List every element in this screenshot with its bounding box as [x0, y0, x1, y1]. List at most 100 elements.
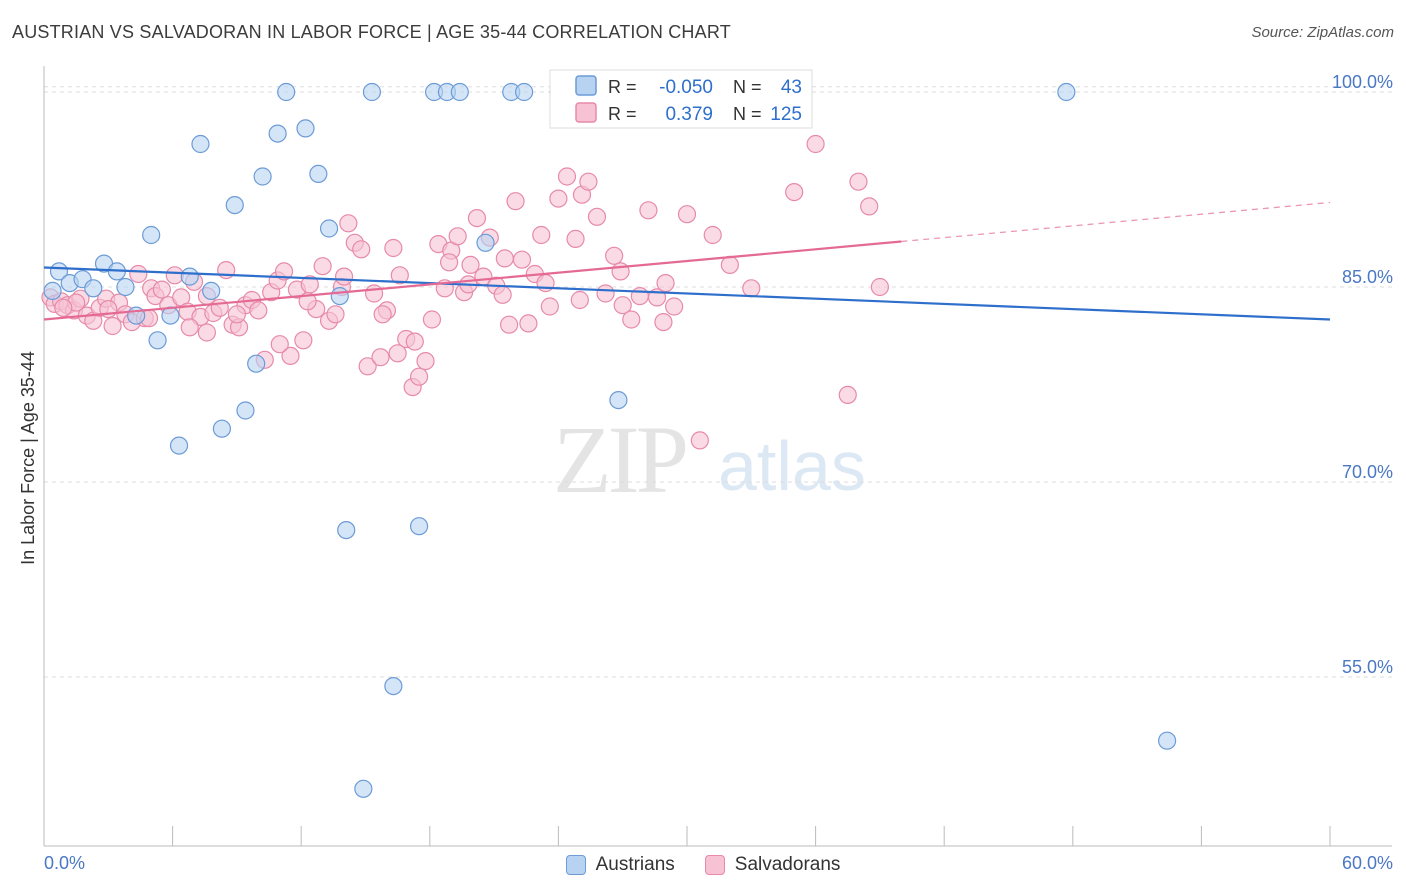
salvadoran-point: [180, 318, 199, 337]
gridlines: [44, 86, 1392, 678]
salvadoran-trend-extension: [901, 201, 1331, 243]
salvadoran-point: [54, 298, 73, 317]
stats-r-value-salvadorans: 0.379: [665, 104, 713, 125]
chart-title: AUSTRIAN VS SALVADORAN IN LABOR FORCE | …: [12, 22, 731, 42]
salvadoran-point: [448, 227, 467, 246]
salvadoran-point: [390, 266, 409, 285]
salvadoran-point: [570, 290, 589, 310]
austrian-point: [409, 517, 429, 536]
austrian-point: [202, 281, 221, 300]
austrian-point: [116, 277, 135, 297]
salvadoran-point: [493, 285, 512, 304]
salvadoran-point: [352, 240, 371, 259]
salvadoran-point: [720, 255, 739, 274]
y-tick-label: 55.0%: [1342, 657, 1393, 677]
austrian-point: [309, 164, 328, 183]
salvadoran-point: [587, 207, 607, 226]
salvadoran-point: [605, 246, 624, 265]
stats-r-label-austrians: R =: [608, 77, 637, 97]
austrian-point: [476, 233, 495, 252]
salvadoran-point: [461, 255, 480, 274]
salvadoran-point: [416, 352, 435, 371]
salvadoran-point: [165, 266, 184, 285]
austrian-point: [142, 225, 161, 245]
salvadoran-point: [806, 134, 825, 154]
salvadoran-point: [422, 310, 442, 329]
y-tick-label: 100.0%: [1332, 72, 1393, 92]
salvadoran-point: [665, 297, 684, 316]
salvadoran-point: [409, 367, 429, 386]
austrian-point: [354, 779, 373, 798]
austrian-point: [450, 82, 469, 102]
austrian-point: [609, 391, 628, 410]
salvadoran-point: [656, 274, 675, 293]
salvadoran-point: [500, 315, 519, 334]
stats-n-value-austrians: 43: [781, 77, 802, 98]
salvadoran-point: [622, 310, 641, 329]
salvadoran-point: [227, 305, 246, 324]
austrian-point: [191, 134, 210, 154]
salvadoran-point: [197, 323, 216, 342]
salvadoran-point: [298, 292, 317, 311]
trend-lines: [43, 201, 1331, 321]
salvadoran-point: [364, 284, 384, 303]
salvadoran-point: [334, 267, 354, 286]
austrian-point: [330, 287, 349, 306]
salvadoran-point: [384, 238, 403, 258]
salvadoran-point: [512, 250, 532, 269]
x-tick-label: 60.0%: [1342, 853, 1393, 873]
salvadoran-point: [495, 249, 514, 268]
salvadoran-point: [742, 279, 761, 298]
legend-item-austrians[interactable]: Austrians: [565, 854, 675, 876]
salvadoran-point: [703, 225, 722, 245]
salvadoran-point: [294, 331, 313, 350]
salvadoran-point: [557, 167, 577, 186]
chart-source: Source: ZipAtlas.com: [1251, 24, 1394, 41]
austrian-point: [1158, 731, 1177, 750]
salvadoran-point: [405, 332, 424, 351]
salvadoran-point: [785, 183, 804, 202]
salvadoran-point: [373, 305, 392, 324]
salvadoran-point: [249, 301, 268, 320]
legend-swatch-salvadorans: [704, 855, 725, 875]
salvadoran-point: [326, 305, 345, 324]
legend-label-austrians: Austrians: [595, 854, 675, 875]
austrian-point: [277, 82, 296, 102]
salvadoran-point: [270, 335, 289, 354]
salvadoran-point: [613, 296, 632, 315]
salvadoran-trend-line: [43, 240, 902, 321]
austrian-point: [180, 267, 199, 286]
austrian-point: [296, 119, 315, 138]
austrian-point: [84, 279, 103, 298]
legend-label-salvadorans: Salvadorans: [734, 854, 841, 875]
austrian-point: [337, 520, 356, 540]
salvadoran-point: [870, 277, 890, 297]
x-tick-label: 0.0%: [44, 853, 85, 873]
watermark-atlas: atlas: [718, 427, 866, 505]
austrian-point: [225, 196, 244, 215]
stats-n-label-salvadorans: N =: [733, 104, 762, 124]
austrian-point: [43, 281, 62, 300]
salvadoran-point: [532, 225, 551, 245]
stats-swatch-salvadorans: [575, 102, 597, 123]
stats-r-value-austrians: -0.050: [659, 77, 713, 98]
salvadoran-point: [838, 385, 857, 404]
salvadoran-point: [152, 280, 171, 299]
y-tick-label: 70.0%: [1342, 462, 1393, 482]
austrian-point: [253, 167, 272, 186]
salvadoran-point: [630, 287, 649, 306]
salvadoran-point: [849, 172, 868, 191]
austrian-point: [247, 354, 266, 373]
salvadoran-point: [388, 344, 407, 363]
salvadoran-point: [281, 346, 300, 365]
series-legend: Austrians Salvadorans: [0, 850, 1406, 880]
legend-item-salvadorans[interactable]: Salvadorans: [704, 854, 841, 876]
austrian-point: [169, 436, 189, 455]
salvadoran-point: [579, 172, 598, 191]
austrian-point: [268, 124, 287, 143]
austrian-point: [515, 82, 534, 102]
salvadoran-point: [371, 348, 390, 367]
austrian-point: [1057, 82, 1076, 102]
y-axis-label: In Labor Force | Age 35-44: [18, 351, 38, 565]
